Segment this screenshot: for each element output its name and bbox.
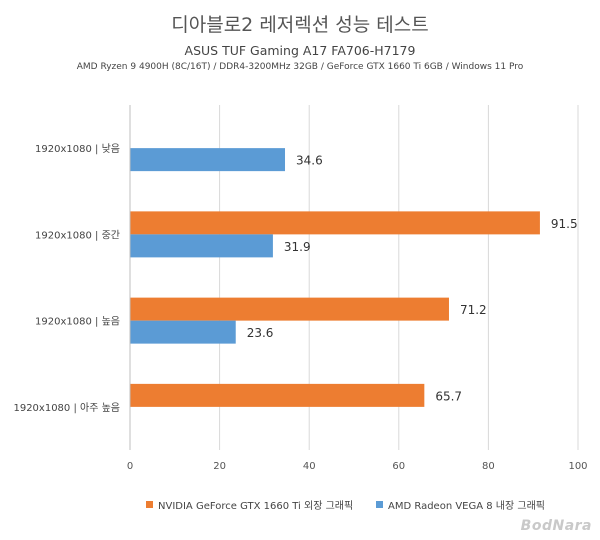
data-label-nvidia-2: 71.2 <box>460 303 487 317</box>
bar-nvidia-1 <box>130 211 540 235</box>
bar-nvidia-2 <box>130 297 449 321</box>
bar-amd-1 <box>130 234 273 258</box>
x-tick-label-80: 80 <box>482 461 495 472</box>
chart-spec-line: AMD Ryzen 9 4900H (8C/16T) / DDR4-3200MH… <box>76 62 524 72</box>
legend-swatch-nvidia <box>146 501 153 508</box>
legend-label-nvidia: NVIDIA GeForce GTX 1660 Ti 외장 그래픽 <box>158 501 354 512</box>
x-tick-label-100: 100 <box>568 461 587 472</box>
watermark-logo: BodNara <box>520 518 592 534</box>
bar-amd-2 <box>130 320 236 344</box>
data-label-nvidia-3: 65.7 <box>435 389 462 403</box>
data-label-amd-1: 31.9 <box>284 240 311 254</box>
bar-nvidia-3 <box>130 383 425 407</box>
category-label-1: 1920x1080 | 중간 <box>35 229 120 241</box>
x-tick-label-60: 60 <box>392 461 405 472</box>
legend: NVIDIA GeForce GTX 1660 Ti 외장 그래픽 AMD Ra… <box>0 497 600 513</box>
chart-subtitle: ASUS TUF Gaming A17 FA706-H7179 <box>184 43 416 58</box>
legend-item-nvidia: NVIDIA GeForce GTX 1660 Ti 외장 그래픽 <box>146 497 353 512</box>
category-label-0: 1920x1080 | 낮음 <box>35 143 120 155</box>
legend-swatch-amd <box>376 501 383 508</box>
x-tick-label-20: 20 <box>213 461 226 472</box>
chart-title: 디아블로2 레저렉션 성능 테스트 <box>171 14 429 36</box>
x-tick-label-40: 40 <box>303 461 316 472</box>
data-label-nvidia-1: 91.5 <box>551 217 578 231</box>
data-label-amd-2: 23.6 <box>247 326 274 340</box>
x-tick-label-0: 0 <box>127 461 133 472</box>
category-label-2: 1920x1080 | 높음 <box>35 316 120 328</box>
bar-amd-0 <box>130 148 286 172</box>
data-label-amd-0: 34.6 <box>296 154 323 168</box>
legend-item-amd: AMD Radeon VEGA 8 내장 그래픽 <box>376 497 545 512</box>
legend-label-amd: AMD Radeon VEGA 8 내장 그래픽 <box>388 501 545 512</box>
category-label-3: 1920x1080 | 아주 높음 <box>13 402 120 414</box>
